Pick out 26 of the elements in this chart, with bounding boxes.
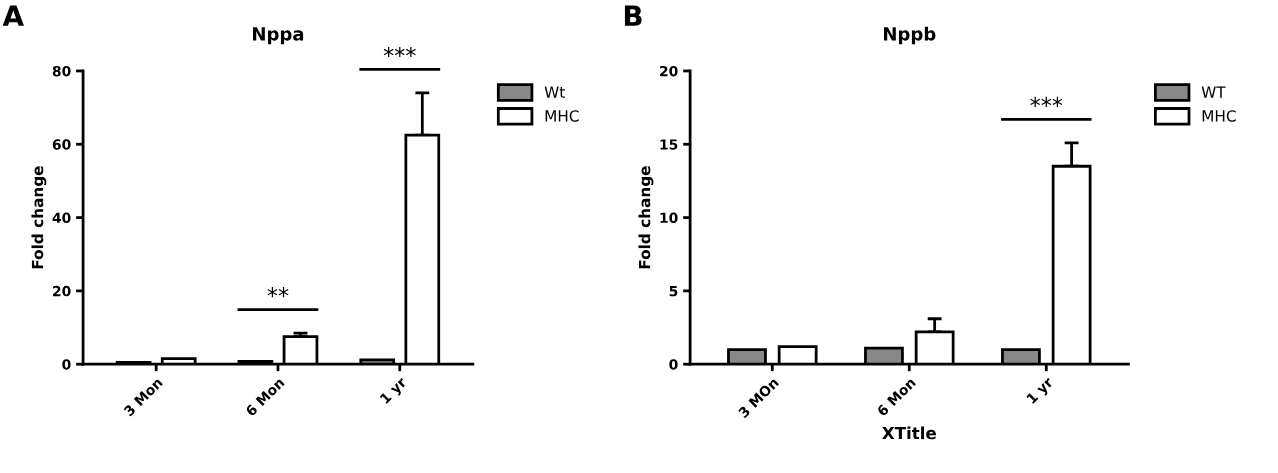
legend-label: MHC (545, 110, 579, 122)
y-tick-label: 60 (52, 139, 71, 150)
text: B (624, 5, 642, 26)
y-axis-title: Fold change (31, 166, 47, 269)
x-axis-title: XTitle (882, 426, 936, 440)
x-tick-label: 1 yr (1026, 376, 1056, 406)
annotation: *** (1030, 96, 1063, 107)
y-tick-label: 40 (52, 212, 71, 224)
y-tick-label: 0 (669, 359, 678, 370)
legend-label: MHC (1202, 110, 1236, 122)
annotation: ** (267, 287, 289, 298)
y-tick-label: 0 (62, 359, 71, 370)
y-tick-label: 15 (660, 139, 678, 150)
text: *** (383, 46, 416, 58)
y-tick-label: 10 (660, 212, 678, 224)
legend-label: WT (1201, 86, 1226, 98)
y-tick-label: 80 (52, 65, 71, 77)
chart-title: Nppb (884, 26, 936, 45)
text: A (2, 5, 24, 26)
y-tick-label: 5 (669, 286, 678, 297)
y-axis-title: Fold change (638, 166, 654, 269)
legend-label: Wt (544, 86, 565, 98)
y-tick-label: 20 (53, 285, 71, 297)
x-tick-label: 1 yr (379, 376, 410, 406)
chart-title: Nppa (253, 27, 304, 45)
y-tick-label: 20 (660, 65, 678, 77)
